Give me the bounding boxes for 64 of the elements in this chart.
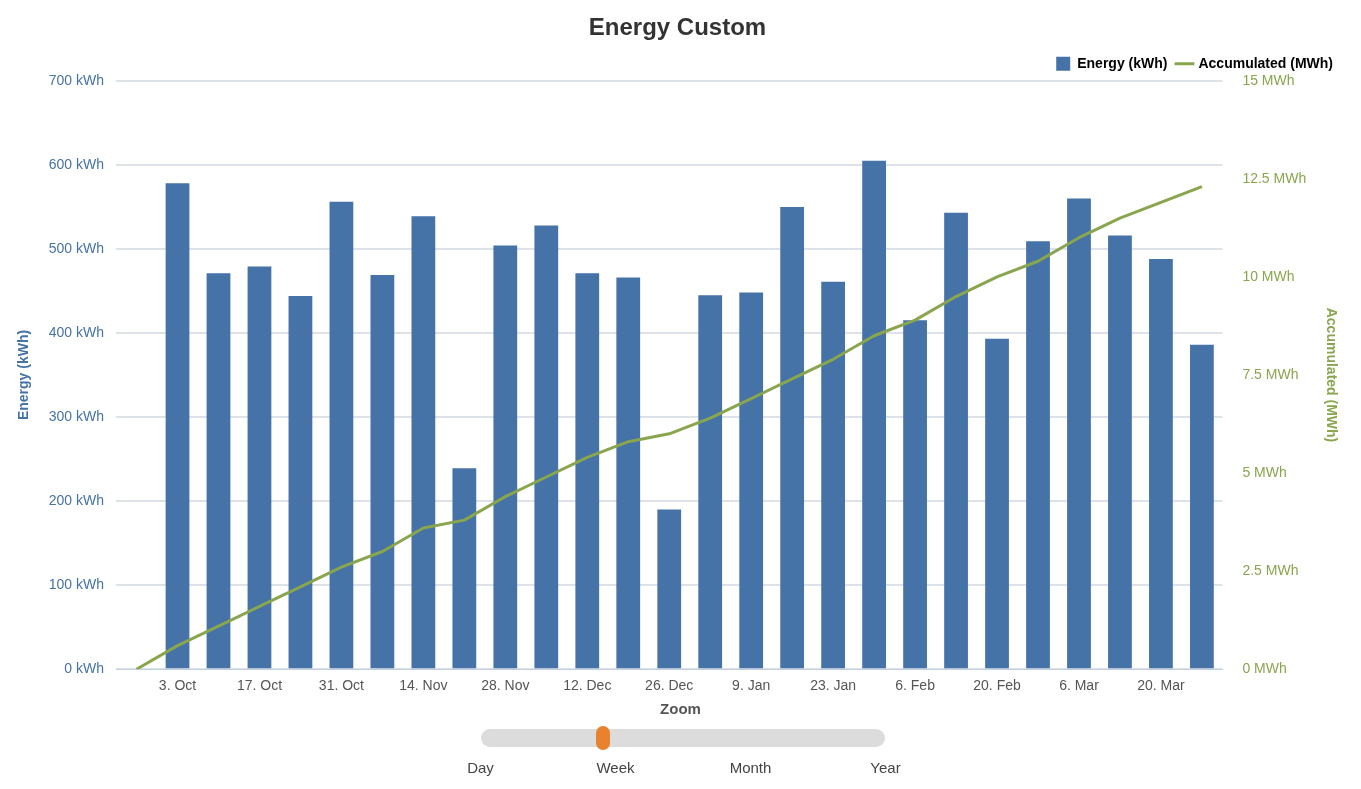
y-tick-label: 600 kWh [48,155,105,172]
legend-label: Accumulated (MWh) [1198,54,1334,71]
bar [411,216,436,669]
x-tick-label: 14. Nov [399,677,448,694]
bar [1067,198,1091,669]
bar [534,225,559,669]
bar [452,468,477,669]
x-tick-label: 20. Mar [1137,677,1185,694]
bar [493,245,518,669]
bar [165,183,190,669]
bar [616,277,641,669]
bar [1190,344,1214,669]
bar [329,201,354,669]
y-tick-label: 700 kWh [48,71,105,88]
y-tick-label: 300 kWh [48,407,105,424]
x-tick-label: 12. Dec [563,677,612,694]
bar [944,212,968,669]
y-tick-label: 400 kWh [48,323,105,340]
x-tick-label: 20. Feb [973,677,1021,694]
bar [1108,235,1132,669]
text: Zoom [659,700,702,717]
x-tick-label: 3. Oct [158,677,197,694]
bar [821,281,846,669]
bar [247,266,272,669]
x-tick-label: 6. Feb [895,677,936,694]
x-tick-label: 26. Dec [645,677,694,694]
x-tick-label: 6. Mar [1059,677,1100,694]
text: Month [728,759,773,776]
y2-axis-title: Accumulated (MWh) [1323,307,1340,443]
bar [288,295,313,669]
bar [657,509,682,669]
legend-label: Energy (kWh) [1077,54,1168,71]
y2-tick-label: 0 MWh [1242,660,1287,677]
bar [206,273,231,669]
bar [903,320,927,669]
bar [780,206,805,669]
y2-tick-label: 2.5 MWh [1242,561,1299,578]
text: Year [869,759,902,776]
x-tick-label: 17. Oct [236,677,283,694]
y2-tick-label: 7.5 MWh [1242,365,1299,382]
y2-tick-label: 5 MWh [1242,463,1287,480]
y-tick-label: 500 kWh [48,239,105,256]
y2-tick-label: 12.5 MWh [1242,169,1307,186]
y-tick-label: 100 kWh [48,576,105,592]
text: Week [595,759,636,776]
x-tick-label: 9. Jan [732,677,771,694]
y2-tick-label: 10 MWh [1242,267,1295,284]
bar [698,295,723,669]
bar [370,274,395,669]
bar [985,338,1009,669]
bar [739,292,764,669]
y2-tick-label: 15 MWh [1242,71,1295,88]
x-tick-label: 28. Nov [481,677,530,694]
y-axis-title: Energy (kWh) [15,329,32,421]
x-tick-label: 31. Oct [318,677,365,694]
bar [1149,259,1173,669]
y-tick-label: 200 kWh [48,491,105,508]
x-tick-label: 23. Jan [810,677,857,694]
chart-title: Energy Custom [588,13,767,41]
bar [1026,241,1050,669]
text: Day [466,759,495,776]
bar [575,273,600,669]
bar [862,160,886,669]
y-tick-label: 0 kWh [64,660,105,677]
